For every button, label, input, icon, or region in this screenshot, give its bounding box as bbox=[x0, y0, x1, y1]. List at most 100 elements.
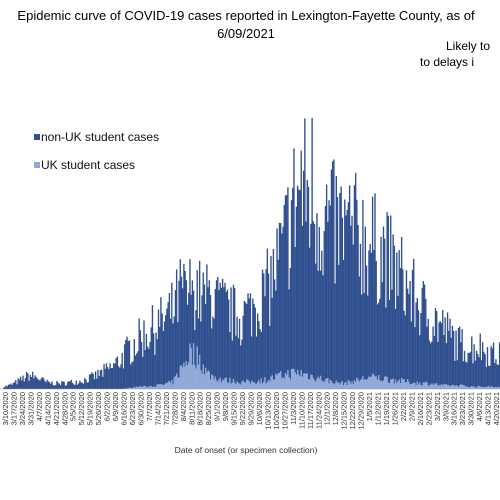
bar-uk bbox=[311, 374, 313, 389]
bar-uk bbox=[237, 382, 240, 389]
bar-non-uk bbox=[221, 278, 224, 380]
bar-uk bbox=[440, 384, 443, 389]
bar-non-uk bbox=[105, 363, 108, 389]
bar-uk bbox=[327, 378, 329, 389]
bar-non-uk bbox=[18, 379, 21, 389]
bar-non-uk bbox=[272, 248, 275, 380]
bar-non-uk bbox=[98, 376, 100, 389]
bar-non-uk bbox=[5, 385, 7, 389]
bar-non-uk bbox=[136, 353, 138, 387]
bar-non-uk bbox=[4, 386, 6, 389]
bar-uk bbox=[351, 381, 353, 389]
bar-non-uk bbox=[338, 264, 340, 383]
bar-uk bbox=[260, 378, 262, 389]
bar-uk bbox=[221, 379, 224, 389]
bar-uk bbox=[415, 385, 417, 389]
x-tick-label: 8/11/2020 bbox=[187, 392, 196, 425]
bar-uk bbox=[438, 385, 440, 389]
legend-swatch-non-uk bbox=[34, 134, 40, 140]
bar-uk bbox=[241, 381, 243, 389]
bar-non-uk bbox=[121, 352, 123, 389]
bar-uk bbox=[377, 375, 380, 389]
bar-non-uk bbox=[6, 386, 8, 389]
bar-uk bbox=[282, 377, 284, 389]
bar-uk bbox=[212, 375, 214, 389]
bar-uk bbox=[213, 379, 215, 389]
bar-uk bbox=[408, 381, 410, 389]
bar-uk bbox=[330, 381, 333, 389]
bar-non-uk bbox=[186, 304, 189, 366]
bar-uk bbox=[382, 380, 385, 389]
x-tick-label: 5/5/2020 bbox=[69, 392, 78, 421]
x-tick-label: 12/29/2020 bbox=[357, 392, 366, 430]
bar-non-uk bbox=[142, 356, 144, 388]
bar-uk bbox=[373, 374, 375, 389]
bar-non-uk bbox=[238, 318, 241, 384]
bar-non-uk bbox=[293, 148, 295, 370]
bar-non-uk bbox=[40, 378, 42, 389]
bar-uk bbox=[472, 386, 474, 389]
x-tick-label: 8/18/2020 bbox=[196, 392, 205, 425]
bar-non-uk bbox=[38, 379, 40, 389]
bar-non-uk bbox=[345, 215, 347, 382]
bar-uk bbox=[150, 386, 152, 389]
bar-uk bbox=[323, 381, 325, 389]
bar-non-uk bbox=[448, 330, 450, 386]
bar-uk bbox=[365, 379, 368, 389]
x-tick-label: 3/10/2020 bbox=[1, 392, 10, 425]
bar-non-uk bbox=[246, 303, 248, 380]
bar-uk bbox=[214, 376, 217, 389]
bar-uk bbox=[354, 382, 357, 389]
bar-non-uk bbox=[92, 374, 94, 389]
bar-uk bbox=[168, 380, 171, 389]
bar-non-uk bbox=[298, 189, 300, 375]
bar-non-uk bbox=[421, 287, 423, 386]
bar-uk bbox=[474, 387, 477, 389]
bar-uk bbox=[439, 385, 441, 389]
bar-non-uk bbox=[469, 351, 472, 387]
bar-non-uk bbox=[466, 362, 468, 387]
bar-uk bbox=[133, 386, 135, 389]
bar-uk bbox=[166, 383, 168, 389]
bar-uk bbox=[127, 388, 129, 389]
bar-non-uk bbox=[340, 186, 342, 383]
bar-uk bbox=[306, 373, 308, 389]
bar-non-uk bbox=[190, 294, 192, 349]
bar-non-uk bbox=[275, 290, 277, 374]
bar-non-uk bbox=[175, 269, 178, 374]
x-tick-label: 9/15/2020 bbox=[230, 392, 239, 425]
x-tick-label: 7/28/2020 bbox=[170, 392, 179, 425]
bar-uk bbox=[437, 385, 439, 389]
bar-uk bbox=[387, 382, 389, 389]
bar-non-uk bbox=[75, 380, 77, 389]
bar-non-uk bbox=[220, 287, 223, 383]
bar-non-uk bbox=[302, 170, 305, 374]
bar-uk bbox=[477, 386, 479, 389]
bar-non-uk bbox=[479, 333, 481, 387]
bar-non-uk bbox=[428, 340, 431, 386]
bar-uk bbox=[258, 380, 260, 389]
bar-uk bbox=[381, 381, 383, 389]
bar-uk bbox=[443, 384, 445, 389]
bar-uk bbox=[220, 382, 223, 389]
bar-uk bbox=[231, 382, 233, 389]
bar-non-uk bbox=[299, 190, 301, 377]
bar-non-uk bbox=[294, 247, 296, 373]
bar-non-uk bbox=[490, 346, 492, 387]
bar-non-uk bbox=[295, 206, 298, 375]
bar-uk bbox=[162, 384, 165, 389]
bar-non-uk bbox=[171, 282, 173, 381]
bar-uk bbox=[227, 382, 230, 389]
bar-non-uk bbox=[230, 287, 232, 384]
bar-uk bbox=[448, 385, 450, 389]
bar-non-uk bbox=[365, 265, 368, 380]
bar-uk bbox=[335, 380, 337, 389]
bar-non-uk bbox=[88, 374, 91, 389]
bar-uk bbox=[265, 383, 267, 389]
bar-non-uk bbox=[252, 298, 254, 383]
bar-uk bbox=[183, 362, 185, 389]
bar-non-uk bbox=[197, 318, 200, 365]
bar-uk bbox=[177, 377, 179, 389]
bar-uk bbox=[358, 381, 360, 389]
bar-non-uk bbox=[323, 231, 325, 382]
